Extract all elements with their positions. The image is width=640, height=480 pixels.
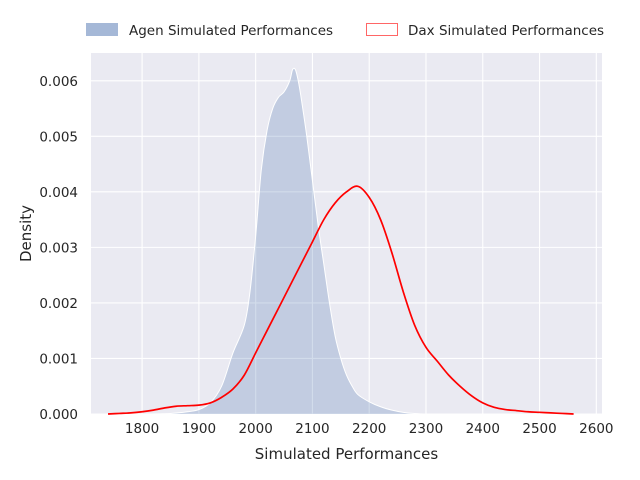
x-tick-label: 2400	[466, 421, 500, 437]
agen-density-outline	[108, 67, 432, 415]
x-tick-label: 1900	[182, 421, 216, 437]
x-axis-ticks: 1800 1900 2000 2100 2200 2300 2400 2500 2600	[125, 421, 614, 437]
y-tick-label: 0.005	[39, 129, 78, 145]
y-tick-label: 0.002	[39, 296, 78, 312]
legend-label-agen: Agen Simulated Performances	[129, 23, 333, 39]
legend-label-dax: Dax Simulated Performances	[408, 23, 604, 39]
x-tick-label: 2500	[522, 421, 556, 437]
x-tick-label: 2200	[352, 421, 386, 437]
dax-density-line	[107, 185, 574, 415]
series-layer	[107, 67, 574, 415]
legend: Agen Simulated Performances Dax Simulate…	[86, 23, 604, 39]
x-tick-label: 2100	[295, 421, 329, 437]
agen-density-area	[108, 68, 432, 415]
y-tick-label: 0.004	[39, 185, 78, 201]
x-tick-label: 1800	[125, 421, 159, 437]
y-axis-ticks: 0.000 0.001 0.002 0.003 0.004 0.005 0.006	[39, 74, 78, 423]
y-axis-label: Density	[17, 205, 35, 262]
y-tick-label: 0.001	[39, 351, 78, 367]
x-tick-label: 2000	[238, 421, 272, 437]
x-tick-label: 2300	[409, 421, 443, 437]
y-tick-label: 0.000	[39, 407, 78, 423]
y-tick-label: 0.003	[39, 240, 78, 256]
y-tick-label: 0.006	[39, 74, 78, 90]
x-tick-label: 2600	[579, 421, 613, 437]
x-axis-label: Simulated Performances	[255, 445, 439, 463]
legend-swatch-dax	[366, 23, 398, 36]
legend-swatch-agen	[86, 23, 118, 36]
plot-background	[91, 53, 602, 414]
